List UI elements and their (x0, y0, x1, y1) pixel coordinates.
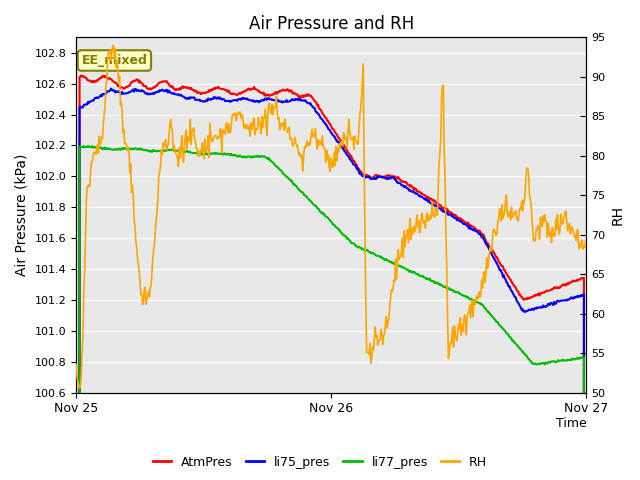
Legend: AtmPres, li75_pres, li77_pres, RH: AtmPres, li75_pres, li77_pres, RH (148, 451, 492, 474)
Y-axis label: Air Pressure (kPa): Air Pressure (kPa) (15, 154, 29, 276)
Text: Time: Time (556, 418, 586, 431)
Text: EE_mixed: EE_mixed (81, 54, 147, 67)
Y-axis label: RH: RH (611, 205, 625, 225)
Title: Air Pressure and RH: Air Pressure and RH (249, 15, 414, 33)
